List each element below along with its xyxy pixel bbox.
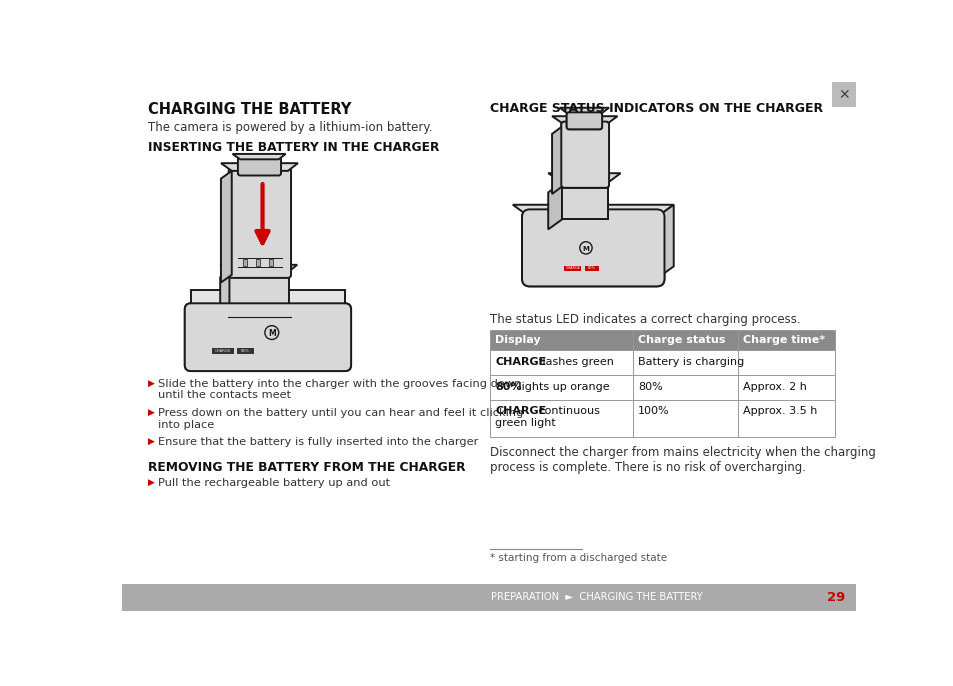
Bar [489, 399, 632, 436]
FancyBboxPatch shape [560, 121, 608, 188]
Bar [632, 375, 738, 399]
Polygon shape [559, 108, 608, 115]
Polygon shape [233, 154, 285, 159]
Text: 80%: 80% [495, 382, 521, 392]
Bar [584, 265, 598, 271]
Text: Slide the battery into the charger with the grooves facing down
until the contac: Slide the battery into the charger with … [157, 379, 520, 401]
Bar [738, 351, 834, 375]
Text: CHARGE: CHARGE [495, 357, 546, 367]
FancyBboxPatch shape [566, 113, 601, 129]
Text: Charge time*: Charge time* [742, 335, 824, 345]
Bar [831, 82, 856, 107]
Text: ▶: ▶ [148, 478, 154, 487]
Bar [632, 399, 738, 436]
Bar [489, 375, 632, 399]
Bar [256, 259, 260, 265]
Text: 80%: 80% [241, 349, 250, 353]
Text: ▶: ▶ [148, 408, 154, 417]
Text: The status LED indicates a correct charging process.: The status LED indicates a correct charg… [489, 314, 800, 327]
Polygon shape [221, 171, 232, 283]
FancyBboxPatch shape [185, 303, 351, 371]
FancyBboxPatch shape [185, 303, 351, 371]
Text: ✕: ✕ [837, 88, 849, 102]
Text: ▶: ▶ [148, 379, 154, 388]
Polygon shape [548, 182, 561, 229]
Text: * starting from a discharged state: * starting from a discharged state [489, 553, 666, 563]
Bar [561, 182, 608, 220]
Bar [243, 259, 247, 265]
Bar [738, 399, 834, 436]
Polygon shape [513, 204, 673, 217]
Text: lights up orange: lights up orange [515, 382, 610, 392]
Text: Approx. 3.5 h: Approx. 3.5 h [742, 407, 817, 416]
FancyBboxPatch shape [229, 168, 291, 278]
Bar [738, 330, 834, 351]
Text: 100%: 100% [638, 407, 669, 416]
FancyBboxPatch shape [237, 157, 281, 176]
Text: Ensure that the battery is fully inserted into the charger: Ensure that the battery is fully inserte… [157, 437, 477, 447]
Text: PREPARATION  ►  CHARGING THE BATTERY: PREPARATION ► CHARGING THE BATTERY [491, 593, 702, 602]
Text: Display: Display [495, 335, 540, 345]
FancyArrowPatch shape [256, 184, 269, 244]
Bar [237, 348, 253, 354]
Bar [632, 351, 738, 375]
Polygon shape [221, 163, 297, 171]
Text: CHARGE: CHARGE [495, 407, 546, 416]
Bar [213, 348, 233, 354]
FancyBboxPatch shape [521, 209, 664, 286]
Text: 29: 29 [826, 591, 844, 604]
Text: Battery is charging: Battery is charging [638, 357, 743, 367]
Text: M: M [582, 246, 589, 252]
Bar [489, 330, 632, 351]
Text: The camera is powered by a lithium-ion battery.: The camera is powered by a lithium-ion b… [148, 121, 432, 134]
Text: REMOVING THE BATTERY FROM THE CHARGER: REMOVING THE BATTERY FROM THE CHARGER [148, 461, 465, 474]
Bar [229, 271, 289, 311]
Text: M: M [268, 329, 275, 338]
Bar [564, 265, 580, 271]
Text: CHARGE: CHARGE [565, 266, 579, 270]
Text: Press down on the battery until you can hear and feel it clicking
into place: Press down on the battery until you can … [157, 408, 522, 429]
Text: CHARGE: CHARGE [214, 349, 232, 353]
Text: Pull the rechargeable battery up and out: Pull the rechargeable battery up and out [157, 478, 390, 488]
Bar [121, 584, 856, 611]
Polygon shape [191, 290, 345, 309]
Text: Approx. 2 h: Approx. 2 h [742, 382, 806, 392]
FancyBboxPatch shape [566, 113, 601, 129]
Text: 80%: 80% [588, 266, 596, 270]
Polygon shape [548, 173, 620, 182]
Text: Disconnect the charger from mains electricity when the charging
process is compl: Disconnect the charger from mains electr… [489, 446, 875, 474]
Text: 80%: 80% [638, 382, 662, 392]
Polygon shape [220, 265, 297, 271]
Bar [489, 351, 632, 375]
Polygon shape [220, 271, 229, 317]
Text: Charge status: Charge status [638, 335, 725, 345]
Text: CHARGING THE BATTERY: CHARGING THE BATTERY [148, 102, 351, 117]
Text: green light: green light [495, 418, 556, 428]
FancyBboxPatch shape [521, 209, 664, 286]
Polygon shape [552, 116, 617, 125]
Text: INSERTING THE BATTERY IN THE CHARGER: INSERTING THE BATTERY IN THE CHARGER [148, 141, 438, 154]
Bar [632, 330, 738, 351]
Bar [269, 259, 274, 265]
Text: CHARGE STATUS INDICATORS ON THE CHARGER: CHARGE STATUS INDICATORS ON THE CHARGER [489, 102, 821, 115]
Polygon shape [552, 125, 564, 194]
FancyBboxPatch shape [560, 121, 608, 188]
Text: ▶: ▶ [148, 437, 154, 447]
Text: continuous: continuous [534, 407, 598, 416]
Polygon shape [656, 204, 673, 279]
Bar [738, 375, 834, 399]
Text: flashes green: flashes green [534, 357, 613, 367]
Bar [561, 182, 608, 220]
